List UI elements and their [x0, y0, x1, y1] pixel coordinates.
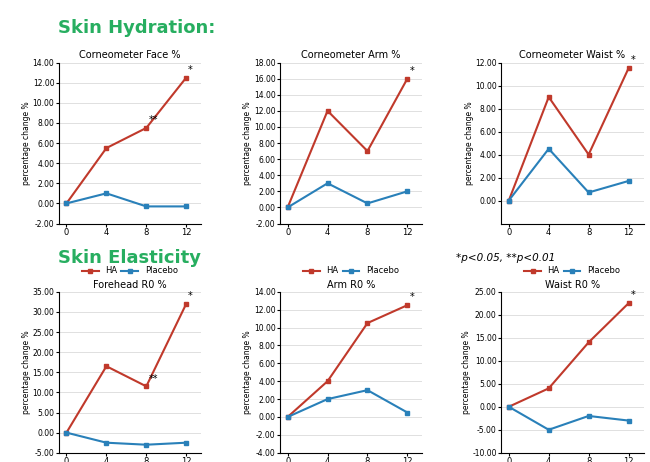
Y-axis label: percentage change %: percentage change % [22, 101, 31, 185]
HA [284, 414, 292, 420]
HA [103, 145, 111, 151]
HA [505, 198, 513, 203]
Y-axis label: percentage change %: percentage change % [22, 330, 31, 414]
Line: Placebo: Placebo [506, 146, 631, 203]
Line: HA: HA [285, 303, 410, 419]
Title: Corneometer Arm %: Corneometer Arm % [302, 50, 400, 61]
Title: Corneometer Waist %: Corneometer Waist % [519, 50, 625, 61]
Placebo [324, 396, 332, 402]
Line: HA: HA [506, 66, 631, 203]
Title: Waist R0 %: Waist R0 % [545, 280, 600, 290]
Placebo [585, 413, 593, 419]
Line: Placebo: Placebo [285, 388, 410, 419]
Placebo [545, 146, 552, 152]
Placebo [625, 178, 632, 184]
Placebo [103, 190, 111, 196]
HA [103, 364, 111, 369]
Placebo [545, 427, 552, 432]
HA [625, 300, 632, 306]
Text: *: * [188, 291, 193, 301]
HA [363, 320, 371, 326]
HA [404, 76, 411, 81]
Placebo [404, 410, 411, 415]
Placebo [62, 430, 70, 435]
Placebo [505, 404, 513, 409]
HA [142, 383, 150, 389]
Title: Arm R0 %: Arm R0 % [327, 280, 375, 290]
Placebo [505, 198, 513, 203]
HA [62, 430, 70, 435]
Text: **: ** [148, 115, 158, 125]
HA [585, 152, 593, 157]
Placebo [62, 201, 70, 206]
HA [625, 66, 632, 71]
Legend: HA, Placebo: HA, Placebo [300, 263, 402, 279]
Placebo [142, 204, 150, 209]
Text: Skin Hydration:: Skin Hydration: [58, 19, 216, 37]
HA [545, 386, 552, 391]
HA [505, 404, 513, 409]
Line: Placebo: Placebo [506, 404, 631, 432]
Placebo [284, 414, 292, 420]
Text: *: * [630, 291, 635, 300]
Legend: HA, Placebo: HA, Placebo [79, 263, 181, 279]
HA [182, 75, 190, 80]
HA [545, 94, 552, 100]
HA [404, 303, 411, 308]
Line: Placebo: Placebo [64, 191, 188, 209]
Placebo [103, 440, 111, 445]
Text: Skin Elasticity: Skin Elasticity [58, 249, 202, 267]
HA [324, 108, 332, 114]
Placebo [363, 201, 371, 206]
Y-axis label: percentage change %: percentage change % [465, 101, 473, 185]
HA [585, 340, 593, 345]
Placebo [363, 387, 371, 393]
Text: *p<0.05, **p<0.01: *p<0.05, **p<0.01 [456, 253, 556, 262]
HA [324, 378, 332, 384]
Placebo [404, 188, 411, 194]
Placebo [182, 440, 190, 445]
Text: *: * [410, 66, 414, 76]
HA [142, 125, 150, 131]
HA [182, 301, 190, 307]
HA [62, 201, 70, 206]
Line: HA: HA [506, 301, 631, 409]
Placebo [142, 442, 150, 448]
Y-axis label: percentage change %: percentage change % [243, 101, 252, 185]
Y-axis label: percentage change %: percentage change % [243, 330, 252, 414]
Placebo [324, 181, 332, 186]
Line: HA: HA [64, 301, 188, 435]
HA [363, 148, 371, 154]
Line: HA: HA [64, 75, 188, 206]
Line: Placebo: Placebo [64, 430, 188, 447]
HA [284, 205, 292, 210]
Placebo [182, 204, 190, 209]
Placebo [585, 190, 593, 195]
Text: *: * [188, 65, 193, 75]
Line: HA: HA [285, 76, 410, 210]
Text: *: * [410, 292, 414, 302]
Line: Placebo: Placebo [285, 181, 410, 210]
Title: Corneometer Face %: Corneometer Face % [79, 50, 181, 61]
Title: Forehead R0 %: Forehead R0 % [93, 280, 166, 290]
Text: **: ** [148, 373, 158, 383]
Legend: HA, Placebo: HA, Placebo [521, 263, 623, 279]
Y-axis label: percentage change %: percentage change % [462, 330, 471, 414]
Placebo [284, 205, 292, 210]
Placebo [625, 418, 632, 423]
Text: *: * [630, 55, 635, 66]
